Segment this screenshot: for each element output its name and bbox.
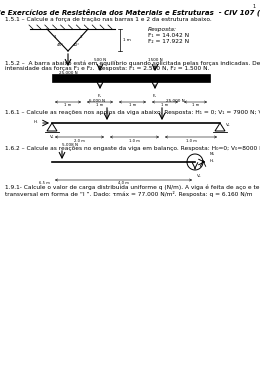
Polygon shape — [47, 123, 57, 131]
Text: 1 m: 1 m — [192, 103, 199, 108]
Text: 1.9.1- Calcule o valor de carga distribuída uniforme q (N/m). A viga é feita de : 1.9.1- Calcule o valor de carga distribu… — [5, 185, 260, 190]
Text: F₂: F₂ — [153, 94, 157, 98]
Text: 1.6.1 – Calcule as reações nos apoios da viga abaixo. Resposta: H₁ = 0; V₁ = 790: 1.6.1 – Calcule as reações nos apoios da… — [5, 110, 260, 115]
Text: V₂: V₂ — [226, 123, 231, 127]
Text: 1: 1 — [253, 4, 256, 9]
Text: 1: 1 — [53, 35, 56, 39]
Text: 1500 N: 1500 N — [148, 58, 162, 62]
Text: 5.000 N: 5.000 N — [89, 99, 105, 103]
Text: 1.6.2 – Calcule as reações no engaste da viga em balanço. Resposta: H₀=0; V₀=800: 1.6.2 – Calcule as reações no engaste da… — [5, 146, 260, 151]
Text: 1 m: 1 m — [96, 103, 104, 108]
Text: H₀: H₀ — [210, 159, 214, 163]
Text: M₀: M₀ — [210, 152, 215, 156]
Text: intensidade das forças F₁ e F₂.  Resposta: F₁ = 2.500 N, F₂ = 1.500 N.: intensidade das forças F₁ e F₂. Resposta… — [5, 66, 210, 71]
Text: V₁: V₁ — [50, 135, 54, 139]
Text: 5.008 N: 5.008 N — [62, 143, 78, 147]
Text: 1.0 m: 1.0 m — [129, 138, 140, 142]
Text: 2.0 m: 2.0 m — [74, 138, 85, 142]
Text: F₁: F₁ — [98, 94, 102, 98]
Text: F₁ = 14.042 N: F₁ = 14.042 N — [148, 33, 189, 38]
Text: 4.0 m: 4.0 m — [118, 182, 129, 185]
Text: V₀: V₀ — [197, 174, 202, 178]
Text: 45°: 45° — [56, 43, 64, 47]
Text: F₂ = 17.922 N: F₂ = 17.922 N — [148, 39, 189, 44]
Text: 500 N: 500 N — [94, 58, 106, 62]
Text: 40°: 40° — [72, 43, 80, 47]
Text: 2: 2 — [80, 35, 82, 39]
Text: 25.000 N: 25.000 N — [166, 99, 185, 103]
Text: 1 m: 1 m — [161, 103, 169, 108]
Bar — [52, 74, 210, 82]
Text: 1.5.2 –  A barra abaixo está em equilíbrio quando solicitada pelas forças indica: 1.5.2 – A barra abaixo está em equilíbri… — [5, 60, 260, 65]
Text: 1 m: 1 m — [129, 103, 136, 108]
Text: Resposta:: Resposta: — [148, 27, 177, 32]
Text: 1.5.1 – Calcule a força de tração nas barras 1 e 2 da estrutura abaixo.: 1.5.1 – Calcule a força de tração nas ba… — [5, 17, 212, 22]
Text: 1.0 m: 1.0 m — [186, 138, 197, 142]
Text: 1ª  Lista de Exercícios de Resistência dos Materiais e Estruturas  - CIV 107 (Tu: 1ª Lista de Exercícios de Resistência do… — [0, 9, 260, 17]
Text: 1 m: 1 m — [123, 38, 131, 42]
Polygon shape — [215, 123, 225, 131]
Text: 6.5 m: 6.5 m — [39, 182, 50, 185]
Text: H₁: H₁ — [33, 120, 38, 124]
Text: 1 m: 1 m — [64, 103, 72, 108]
Text: transversal em forma de “I ”. Dado: τmáx = 77.000 N/m². Resposta: q = 6.160 N/m: transversal em forma de “I ”. Dado: τmáx… — [5, 191, 252, 197]
Text: 25.000 N: 25.000 N — [59, 71, 77, 75]
